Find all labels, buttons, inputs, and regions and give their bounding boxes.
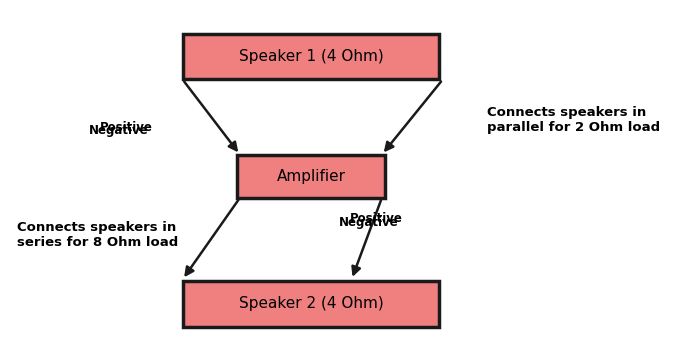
Text: Positive: Positive	[100, 121, 153, 133]
FancyBboxPatch shape	[183, 34, 439, 79]
FancyBboxPatch shape	[183, 281, 439, 327]
Text: Speaker 2 (4 Ohm): Speaker 2 (4 Ohm)	[239, 296, 383, 311]
Text: Negative: Negative	[89, 124, 148, 137]
Text: Amplifier: Amplifier	[276, 169, 345, 184]
Text: Connects speakers in
parallel for 2 Ohm load: Connects speakers in parallel for 2 Ohm …	[487, 106, 660, 134]
Text: Positive: Positive	[350, 213, 403, 225]
Text: Speaker 1 (4 Ohm): Speaker 1 (4 Ohm)	[239, 49, 383, 64]
Text: Connects speakers in
series for 8 Ohm load: Connects speakers in series for 8 Ohm lo…	[17, 221, 178, 249]
Text: Negative: Negative	[339, 216, 398, 229]
FancyBboxPatch shape	[237, 155, 385, 198]
